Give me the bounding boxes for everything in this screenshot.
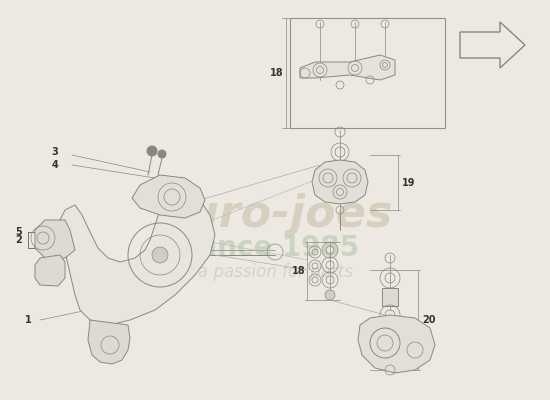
Bar <box>382 288 398 306</box>
Circle shape <box>325 290 335 300</box>
Text: 5: 5 <box>15 227 22 237</box>
Polygon shape <box>88 320 130 364</box>
Polygon shape <box>132 175 205 218</box>
Polygon shape <box>60 195 215 325</box>
Text: 20: 20 <box>422 315 436 325</box>
Bar <box>290 18 445 128</box>
Polygon shape <box>300 55 395 80</box>
Polygon shape <box>35 255 65 286</box>
Polygon shape <box>312 160 368 204</box>
Circle shape <box>152 247 168 263</box>
Text: 19: 19 <box>402 178 415 188</box>
Text: euro-joes: euro-joes <box>157 194 393 236</box>
Text: 18: 18 <box>270 68 284 78</box>
Text: 2: 2 <box>15 235 22 245</box>
Polygon shape <box>35 220 75 258</box>
Polygon shape <box>358 315 435 373</box>
Text: 1: 1 <box>25 315 32 325</box>
Text: 18: 18 <box>292 266 306 276</box>
Text: since 1985: since 1985 <box>191 234 359 262</box>
Text: 3: 3 <box>51 147 58 157</box>
Circle shape <box>147 146 157 156</box>
Text: a passion for parts: a passion for parts <box>197 263 353 281</box>
Text: 4: 4 <box>51 160 58 170</box>
Circle shape <box>158 150 166 158</box>
